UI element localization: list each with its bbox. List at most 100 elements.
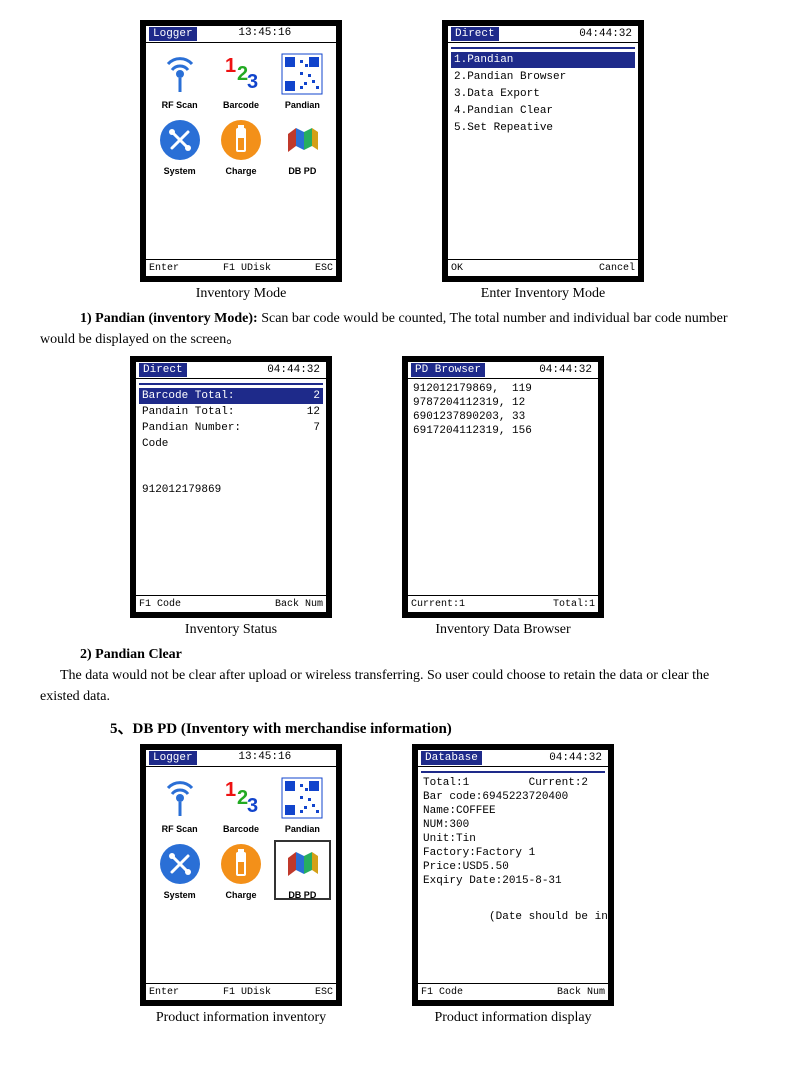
footer: Current:1 Total:1 bbox=[408, 595, 598, 612]
row-code-value: 912012179869 bbox=[139, 482, 323, 498]
divider bbox=[139, 383, 323, 385]
icon-charge[interactable]: Charge bbox=[212, 840, 269, 900]
screen-data-browser: PD Browser 04:44:32 912012179869, 119 97… bbox=[402, 356, 604, 638]
menu-item-pandian[interactable]: 1.Pandian bbox=[451, 52, 635, 68]
value: 2 bbox=[313, 390, 320, 402]
caption: Inventory Mode bbox=[196, 286, 287, 302]
db-line: Bar code:6945223720400 bbox=[421, 790, 605, 804]
note-pre: (Date should be in bbox=[489, 911, 608, 923]
title-time: 04:44:32 bbox=[549, 752, 605, 764]
data-row: 9787204112319, 12 bbox=[411, 396, 595, 410]
barcode-icon: 123 bbox=[217, 50, 265, 98]
db-line: Exqiry Date:2015-8-31 bbox=[421, 874, 605, 888]
icon-charge[interactable]: Charge bbox=[212, 116, 269, 176]
para2-bold: 2) Pandian Clear bbox=[80, 647, 182, 662]
title-left: Direct bbox=[139, 363, 187, 377]
menu-item-repeative[interactable]: 5.Set Repeative bbox=[451, 120, 635, 136]
label: Barcode Total: bbox=[142, 390, 234, 402]
footer-mid[interactable]: F1 UDisk bbox=[223, 987, 271, 998]
dbpd-icon bbox=[278, 116, 326, 164]
value: 7 bbox=[313, 422, 320, 434]
icon-label: DB PD bbox=[288, 166, 316, 176]
icon-label: Pandian bbox=[285, 824, 320, 834]
icon-barcode[interactable]: 123 Barcode bbox=[212, 50, 269, 110]
row-pandian-number: Pandian Number: 7 bbox=[139, 420, 323, 436]
screen-enter-inventory: Direct 04:44:32 1.Pandian 2.Pandian Brow… bbox=[442, 20, 644, 302]
icon-label: Barcode bbox=[223, 824, 259, 834]
qr-icon bbox=[278, 50, 326, 98]
footer-mid[interactable]: F1 UDisk bbox=[223, 263, 271, 274]
icon-pandian[interactable]: Pandian bbox=[274, 774, 331, 834]
icon-label: System bbox=[164, 890, 196, 900]
footer-right[interactable]: ESC bbox=[315, 987, 333, 998]
label: Pandain Total: bbox=[142, 406, 234, 418]
titlebar: PD Browser 04:44:32 bbox=[408, 362, 598, 379]
qr-icon bbox=[278, 774, 326, 822]
caption: Inventory Status bbox=[185, 622, 277, 638]
titlebar: Direct 04:44:32 bbox=[448, 26, 638, 43]
divider bbox=[451, 47, 635, 49]
footer-left[interactable]: F1 Code bbox=[421, 987, 463, 998]
para-pandian-mode: 1) Pandian (inventory Mode): Scan bar co… bbox=[40, 308, 750, 350]
icon-dbpd[interactable]: DB PD bbox=[274, 116, 331, 176]
footer: Enter F1 UDisk ESC bbox=[146, 259, 336, 276]
caption: Product information inventory bbox=[156, 1010, 326, 1026]
menu-item-clear[interactable]: 4.Pandian Clear bbox=[451, 103, 635, 119]
icon-system[interactable]: System bbox=[151, 116, 208, 176]
divider bbox=[421, 771, 605, 773]
para-pandian-clear: 2) Pandian Clear The data would not be c… bbox=[40, 644, 750, 707]
icon-grid: RF Scan 123 Barcode Pandian bbox=[149, 770, 333, 904]
icon-label: RF Scan bbox=[162, 824, 198, 834]
footer-current: Current:1 bbox=[411, 599, 465, 610]
menu-item-export[interactable]: 3.Data Export bbox=[451, 86, 635, 102]
footer-right[interactable]: ESC bbox=[315, 263, 333, 274]
db-note: (Date should be in TXT mode) bbox=[421, 898, 605, 936]
title-time: 04:44:32 bbox=[267, 364, 323, 376]
title-time: 13:45:16 bbox=[199, 751, 331, 765]
title-left: Logger bbox=[149, 27, 197, 41]
footer-left[interactable]: F1 Code bbox=[139, 599, 181, 610]
db-line: Total:1 Current:2 bbox=[421, 776, 605, 790]
footer-ok[interactable]: OK bbox=[451, 263, 463, 274]
svg-text:3: 3 bbox=[247, 71, 258, 93]
db-line: Factory:Factory 1 bbox=[421, 846, 605, 860]
title-left: Database bbox=[421, 751, 482, 765]
row-pandain-total: Pandain Total: 12 bbox=[139, 404, 323, 420]
icon-dbpd[interactable]: DB PD bbox=[274, 840, 331, 900]
screen-product-display: Database 04:44:32 Total:1 Current:2 Bar … bbox=[412, 744, 614, 1026]
screen-inventory-status: Direct 04:44:32 Barcode Total: 2 Pandain… bbox=[130, 356, 332, 638]
system-icon bbox=[156, 840, 204, 888]
footer-right[interactable]: Back Num bbox=[557, 987, 605, 998]
screen-product-inventory: Logger 13:45:16 RF Scan 123 Bar bbox=[140, 744, 342, 1026]
title-time: 04:44:32 bbox=[539, 364, 595, 376]
db-line: Price:USD5.50 bbox=[421, 860, 605, 874]
footer: F1 Code Back Num bbox=[136, 595, 326, 612]
icon-label: RF Scan bbox=[162, 100, 198, 110]
title-left: Logger bbox=[149, 751, 197, 765]
label: Code bbox=[142, 438, 168, 450]
icon-system[interactable]: System bbox=[151, 840, 208, 900]
label: Pandian Number: bbox=[142, 422, 241, 434]
icon-rf-scan[interactable]: RF Scan bbox=[151, 774, 208, 834]
titlebar: Database 04:44:32 bbox=[418, 750, 608, 767]
db-line: Name:COFFEE bbox=[421, 804, 605, 818]
footer-total: Total:1 bbox=[553, 599, 595, 610]
para1-bold: 1) Pandian (inventory Mode): bbox=[80, 311, 258, 326]
dbpd-icon bbox=[278, 840, 326, 888]
svg-text:1: 1 bbox=[225, 779, 236, 801]
footer-cancel[interactable]: Cancel bbox=[599, 263, 635, 274]
title-left: Direct bbox=[451, 27, 499, 41]
footer: F1 Code Back Num bbox=[418, 983, 608, 1000]
icon-pandian[interactable]: Pandian bbox=[274, 50, 331, 110]
db-line: NUM:300 bbox=[421, 818, 605, 832]
icon-label: Charge bbox=[225, 890, 256, 900]
system-icon bbox=[156, 116, 204, 164]
footer-right[interactable]: Back Num bbox=[275, 599, 323, 610]
footer-left[interactable]: Enter bbox=[149, 263, 179, 274]
charge-icon bbox=[217, 840, 265, 888]
menu-item-browser[interactable]: 2.Pandian Browser bbox=[451, 69, 635, 85]
value: 912012179869 bbox=[142, 484, 221, 496]
icon-rf-scan[interactable]: RF Scan bbox=[151, 50, 208, 110]
icon-barcode[interactable]: 123 Barcode bbox=[212, 774, 269, 834]
footer-left[interactable]: Enter bbox=[149, 987, 179, 998]
